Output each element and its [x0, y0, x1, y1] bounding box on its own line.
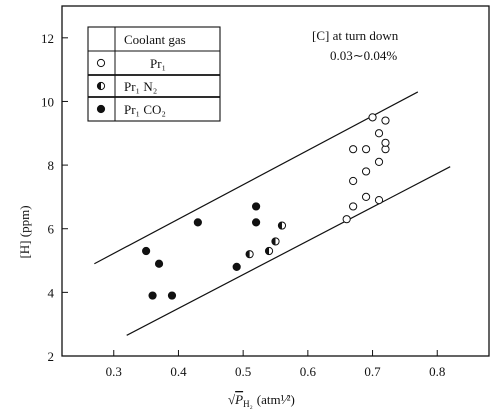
data-point-open — [349, 202, 358, 211]
x-axis-ticks: 0.3 0.4 0.5 0.6 0.7 0.8 — [106, 350, 445, 379]
data-point-filled — [193, 218, 202, 227]
data-point-open — [349, 176, 358, 186]
x-axis-label-var: P — [234, 392, 243, 407]
x-axis-label-sub: H₂ — [243, 399, 253, 409]
band-lines — [94, 91, 451, 336]
data-point-half — [264, 246, 274, 256]
x-tick-label: 0.5 — [235, 364, 251, 379]
data-point-open — [381, 138, 390, 147]
x-tick-label: 0.7 — [364, 364, 381, 379]
data-point-open — [361, 192, 371, 202]
data-point-filled — [251, 218, 261, 227]
data-point-open — [361, 167, 371, 176]
data-point-filled — [148, 291, 157, 300]
annotation-line-1: [C] at turn down — [312, 28, 399, 43]
data-point-open — [368, 113, 377, 122]
data-point-half — [271, 237, 280, 246]
data-points — [142, 113, 390, 300]
x-tick-label: 0.8 — [429, 364, 445, 379]
x-tick-label: 0.3 — [106, 364, 122, 379]
legend-entries: Pr₁ Pr₁ N₂ Pr₁ CO₂ — [96, 56, 166, 117]
y-tick-label: 12 — [41, 31, 54, 46]
y-tick-label: 2 — [48, 349, 55, 364]
data-point-open — [361, 145, 371, 154]
data-point-open — [381, 116, 390, 125]
legend-label: Pr₁ N₂ — [124, 79, 157, 94]
lower-bound-line — [126, 166, 451, 336]
y-tick-label: 4 — [48, 285, 55, 300]
upper-bound-line — [94, 91, 419, 265]
y-tick-label: 8 — [48, 158, 55, 173]
svg-text:√PH₂(atm¹⁄²): √PH₂ (atm¹⁄²) — [228, 392, 295, 409]
data-point-filled — [232, 262, 241, 272]
data-point-filled — [154, 259, 164, 268]
legend-marker-filled — [96, 104, 106, 114]
legend-marker-half — [96, 81, 106, 91]
data-point-filled — [142, 246, 151, 256]
legend-label: Pr₁ — [150, 56, 166, 71]
legend-marker-open — [96, 58, 106, 68]
legend-label: Pr₁ CO₂ — [124, 102, 166, 117]
data-point-open — [374, 129, 384, 138]
x-axis-label-root: √ — [228, 392, 236, 407]
data-point-open — [374, 195, 384, 205]
data-point-filled — [167, 291, 177, 300]
plot-frame — [61, 5, 490, 357]
data-point-open — [374, 157, 384, 167]
x-axis-label: √PH₂ (atm¹⁄²) — [228, 392, 295, 409]
data-point-open — [349, 145, 358, 154]
y-tick-label: 6 — [48, 222, 55, 237]
annotation-line-2: 0.03∼0.04% — [330, 48, 397, 63]
data-point-half — [245, 250, 254, 259]
y-axis-ticks: 2 4 6 8 10 12 — [41, 31, 68, 364]
y-tick-label: 10 — [41, 94, 54, 109]
data-point-filled — [251, 202, 261, 211]
legend: Coolant gas Pr₁ Pr₁ N₂ Pr₁ CO₂ — [87, 26, 221, 122]
x-axis-label-unit: (atm¹⁄²) — [257, 392, 295, 407]
legend-title: Coolant gas — [124, 32, 186, 47]
x-tick-label: 0.4 — [170, 364, 187, 379]
y-axis-label: [H] (ppm) — [17, 205, 32, 258]
data-point-half — [277, 221, 287, 230]
data-point-open — [342, 215, 351, 224]
x-tick-label: 0.6 — [300, 364, 317, 379]
